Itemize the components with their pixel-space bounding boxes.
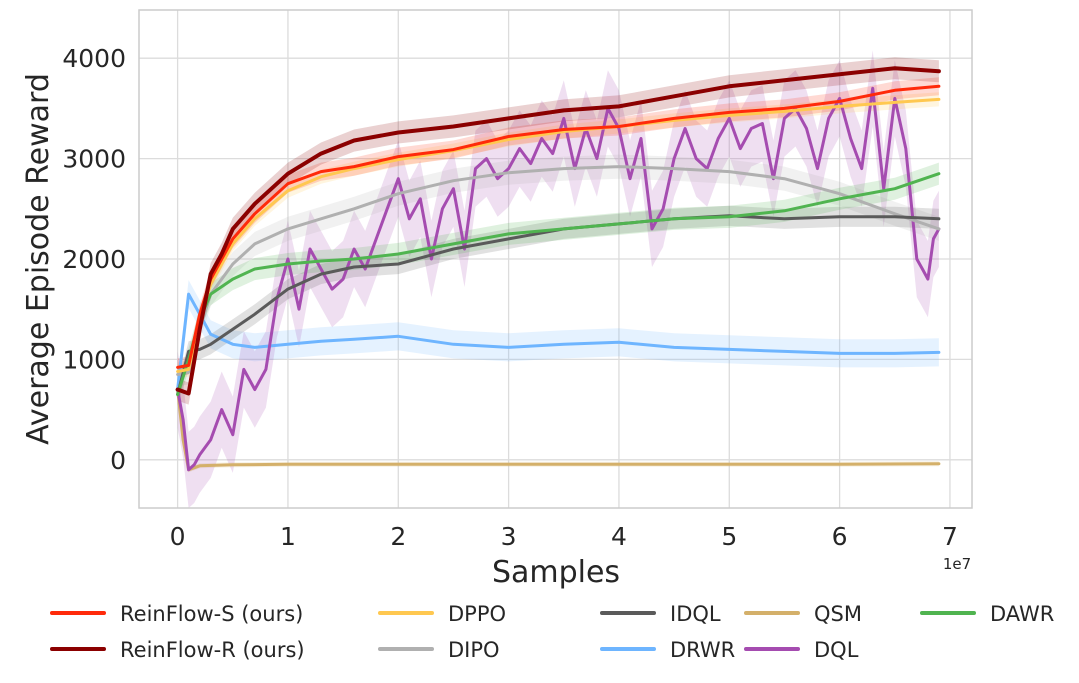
legend-label: IDQL xyxy=(670,602,721,626)
series-line xyxy=(176,97,941,373)
series-line xyxy=(176,214,941,396)
x-tick-label: 3 xyxy=(501,522,517,551)
x-tick-label: 4 xyxy=(611,522,627,551)
series-band xyxy=(177,50,939,508)
series-line xyxy=(176,292,941,391)
series-band xyxy=(177,162,939,406)
x-axis-title: Samples xyxy=(492,555,620,590)
series-lines xyxy=(175,66,941,472)
x-tick-label: 5 xyxy=(721,522,737,551)
x-tick-label: 7 xyxy=(942,522,958,551)
legend-label: QSM xyxy=(814,602,862,626)
legend-label: DAWR xyxy=(990,602,1054,626)
series-band xyxy=(177,57,939,405)
y-tick-label: 4000 xyxy=(62,44,126,73)
y-tick-label: 1000 xyxy=(62,345,126,374)
series-line xyxy=(176,165,941,376)
legend-label: ReinFlow-S (ours) xyxy=(120,602,303,626)
plot-frame xyxy=(138,9,973,509)
series-line xyxy=(175,66,941,396)
legend-label: DQL xyxy=(814,638,859,662)
legend-label: DPPO xyxy=(448,602,506,626)
y-tick-label: 3000 xyxy=(62,145,126,174)
x-tick-label: 6 xyxy=(832,522,848,551)
y-axis-title: Average Episode Reward xyxy=(21,73,56,445)
x-tick-label: 1 xyxy=(280,522,296,551)
series-line xyxy=(176,86,941,472)
legend-label: DIPO xyxy=(448,638,500,662)
tick-labels: 0 1 2 3 4 5 6 7 0 1000 2000 3000 4000 xyxy=(62,44,958,551)
series-line xyxy=(176,84,941,369)
series-band xyxy=(177,205,939,405)
y-tick-label: 0 xyxy=(110,446,126,475)
legend-label: ReinFlow-R (ours) xyxy=(120,638,305,662)
y-tick-label: 2000 xyxy=(62,245,126,274)
series-line xyxy=(176,172,941,396)
x-tick-label: 2 xyxy=(390,522,406,551)
x-tick-label: 0 xyxy=(170,522,186,551)
series-band xyxy=(177,154,939,387)
x-scale-label: 1e7 xyxy=(943,555,971,573)
legend-label: DRWR xyxy=(670,638,735,662)
series-band xyxy=(177,280,939,404)
legend: ReinFlow-S (ours) ReinFlow-R (ours) DPPO DI… xyxy=(50,602,1054,662)
